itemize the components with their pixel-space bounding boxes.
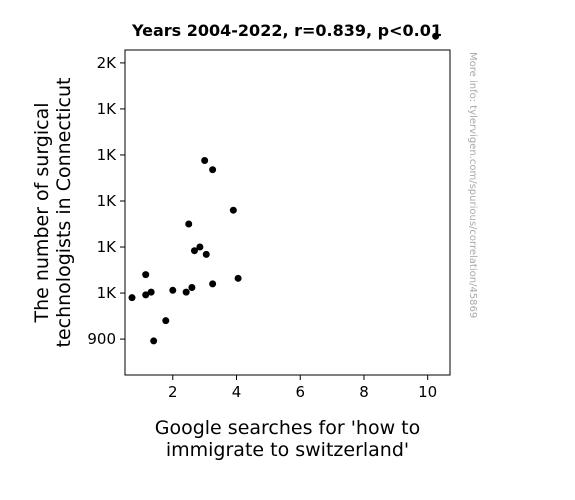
data-points: [128, 32, 440, 345]
data-point: [128, 294, 136, 302]
y-axis-label-line: The number of surgical: [31, 102, 53, 323]
plot-area: [124, 49, 451, 376]
y-tick-label: 1K: [97, 284, 118, 302]
data-point: [162, 317, 170, 325]
data-point: [182, 288, 190, 296]
data-point: [432, 32, 440, 40]
y-axis: 900 1K 1K 1K 1K 1K 2K: [87, 54, 125, 348]
x-axis-label: Google searches for 'how to immigrate to …: [155, 417, 421, 461]
y-tick-label: 1K: [97, 146, 118, 164]
data-point: [185, 220, 193, 228]
data-point: [229, 206, 237, 214]
data-point: [169, 286, 177, 294]
y-tick-label: 1K: [97, 100, 118, 118]
y-tick-label: 900: [87, 330, 116, 348]
data-point: [234, 274, 242, 282]
data-point: [190, 247, 198, 255]
data-point: [142, 291, 150, 299]
data-point: [150, 337, 158, 345]
y-tick-label: 1K: [97, 192, 118, 210]
data-point: [209, 280, 217, 288]
x-tick-label: 8: [359, 383, 369, 401]
data-point: [147, 288, 155, 296]
y-tick-label: 2K: [97, 54, 118, 72]
y-tick-label: 1K: [97, 238, 118, 256]
y-axis-label-line: technologists in Connecticut: [53, 78, 75, 348]
x-tick-label: 10: [418, 383, 437, 401]
data-point: [196, 243, 204, 251]
y-axis-label: The number of surgicaltechnologists in C…: [31, 78, 75, 348]
x-axis: 2 4 6 8 10: [168, 375, 437, 401]
x-axis-label-line: Google searches for 'how to: [155, 417, 421, 439]
x-tick-label: 6: [295, 383, 305, 401]
x-axis-label-line: immigrate to switzerland': [166, 439, 409, 461]
data-point: [209, 166, 217, 174]
watermark-text: More info: tylervigen.com/spurious/corre…: [467, 52, 478, 318]
x-tick-label: 4: [232, 383, 242, 401]
data-point: [202, 250, 210, 258]
chart-title: Years 2004-2022, r=0.839, p<0.01: [131, 21, 442, 40]
x-tick-label: 2: [168, 383, 178, 401]
data-point: [188, 284, 196, 292]
data-point: [201, 156, 209, 164]
data-point: [142, 271, 150, 279]
